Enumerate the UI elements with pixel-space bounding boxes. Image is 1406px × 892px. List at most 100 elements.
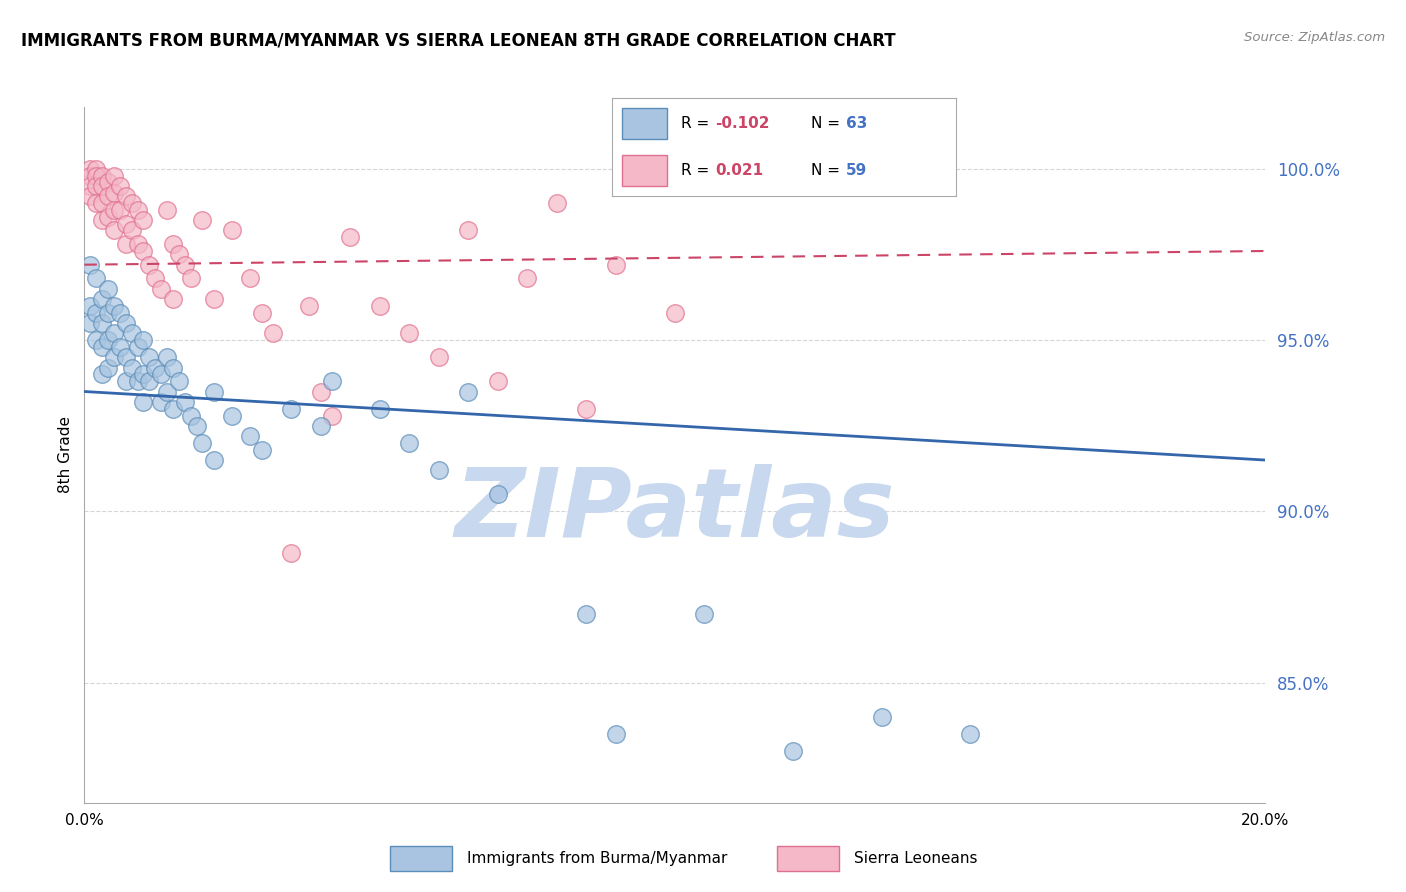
Point xyxy=(368,401,391,416)
Point xyxy=(132,333,155,347)
Point xyxy=(84,196,107,211)
Point xyxy=(180,409,202,423)
Point xyxy=(173,258,195,272)
Point xyxy=(79,161,101,176)
Point xyxy=(309,418,332,433)
Point xyxy=(127,340,149,354)
Point xyxy=(239,271,262,285)
Point xyxy=(79,189,101,203)
Point xyxy=(114,374,136,388)
Point xyxy=(156,350,179,364)
Point xyxy=(138,258,160,272)
Point xyxy=(162,237,184,252)
Text: 63: 63 xyxy=(846,116,868,131)
Text: IMMIGRANTS FROM BURMA/MYANMAR VS SIERRA LEONEAN 8TH GRADE CORRELATION CHART: IMMIGRANTS FROM BURMA/MYANMAR VS SIERRA … xyxy=(21,31,896,49)
Point xyxy=(156,384,179,399)
Point xyxy=(180,271,202,285)
Text: Sierra Leoneans: Sierra Leoneans xyxy=(855,851,977,866)
Point xyxy=(605,258,627,272)
Point xyxy=(280,546,302,560)
Point xyxy=(398,326,420,341)
Point xyxy=(97,282,120,296)
Point xyxy=(91,340,114,354)
Point xyxy=(121,326,143,341)
Point xyxy=(221,223,243,237)
Point xyxy=(575,607,598,622)
Point xyxy=(162,360,184,375)
Point xyxy=(127,202,149,217)
Point xyxy=(959,727,981,741)
Point xyxy=(79,258,101,272)
Bar xyxy=(778,847,838,871)
Point xyxy=(91,196,114,211)
Point xyxy=(97,360,120,375)
Point xyxy=(280,401,302,416)
Point xyxy=(321,374,343,388)
Point xyxy=(516,271,538,285)
Point xyxy=(108,340,131,354)
Point xyxy=(108,178,131,193)
Point xyxy=(97,333,120,347)
Point xyxy=(202,453,225,467)
Point xyxy=(250,306,273,320)
Y-axis label: 8th Grade: 8th Grade xyxy=(58,417,73,493)
Point xyxy=(138,350,160,364)
Text: Immigrants from Burma/Myanmar: Immigrants from Burma/Myanmar xyxy=(467,851,728,866)
Point xyxy=(457,384,479,399)
Point xyxy=(368,299,391,313)
Point xyxy=(427,350,450,364)
Point xyxy=(91,316,114,330)
Point xyxy=(870,710,893,724)
Bar xyxy=(391,847,453,871)
Text: N =: N = xyxy=(811,116,845,131)
Text: ZIPatlas: ZIPatlas xyxy=(454,464,896,558)
Point xyxy=(103,186,125,200)
Text: -0.102: -0.102 xyxy=(716,116,769,131)
Point xyxy=(167,247,190,261)
Point xyxy=(84,271,107,285)
Point xyxy=(150,282,173,296)
Point xyxy=(84,178,107,193)
Point xyxy=(121,223,143,237)
Point xyxy=(97,189,120,203)
Point xyxy=(132,244,155,258)
Point xyxy=(84,169,107,183)
Point xyxy=(103,326,125,341)
Point xyxy=(108,306,131,320)
Point xyxy=(339,230,361,244)
Point xyxy=(103,169,125,183)
Point xyxy=(84,161,107,176)
Point xyxy=(202,384,225,399)
Text: R =: R = xyxy=(681,163,718,178)
Point xyxy=(186,418,208,433)
Point xyxy=(250,442,273,457)
Text: R =: R = xyxy=(681,116,714,131)
Point xyxy=(103,350,125,364)
Point xyxy=(262,326,284,341)
Point xyxy=(221,409,243,423)
Point xyxy=(162,401,184,416)
Point xyxy=(239,429,262,443)
Point xyxy=(91,169,114,183)
Bar xyxy=(621,155,666,186)
Point xyxy=(97,210,120,224)
Point xyxy=(575,401,598,416)
Point xyxy=(202,292,225,306)
Text: 0.021: 0.021 xyxy=(716,163,763,178)
Point xyxy=(132,368,155,382)
Point xyxy=(398,436,420,450)
Point xyxy=(114,350,136,364)
Point xyxy=(79,299,101,313)
Text: 59: 59 xyxy=(846,163,868,178)
Point xyxy=(121,196,143,211)
Point xyxy=(162,292,184,306)
Point xyxy=(84,333,107,347)
Point xyxy=(427,463,450,477)
Point xyxy=(605,727,627,741)
Point xyxy=(486,487,509,501)
Point xyxy=(191,436,214,450)
Point xyxy=(132,394,155,409)
Point xyxy=(91,368,114,382)
Point xyxy=(693,607,716,622)
Point xyxy=(298,299,321,313)
